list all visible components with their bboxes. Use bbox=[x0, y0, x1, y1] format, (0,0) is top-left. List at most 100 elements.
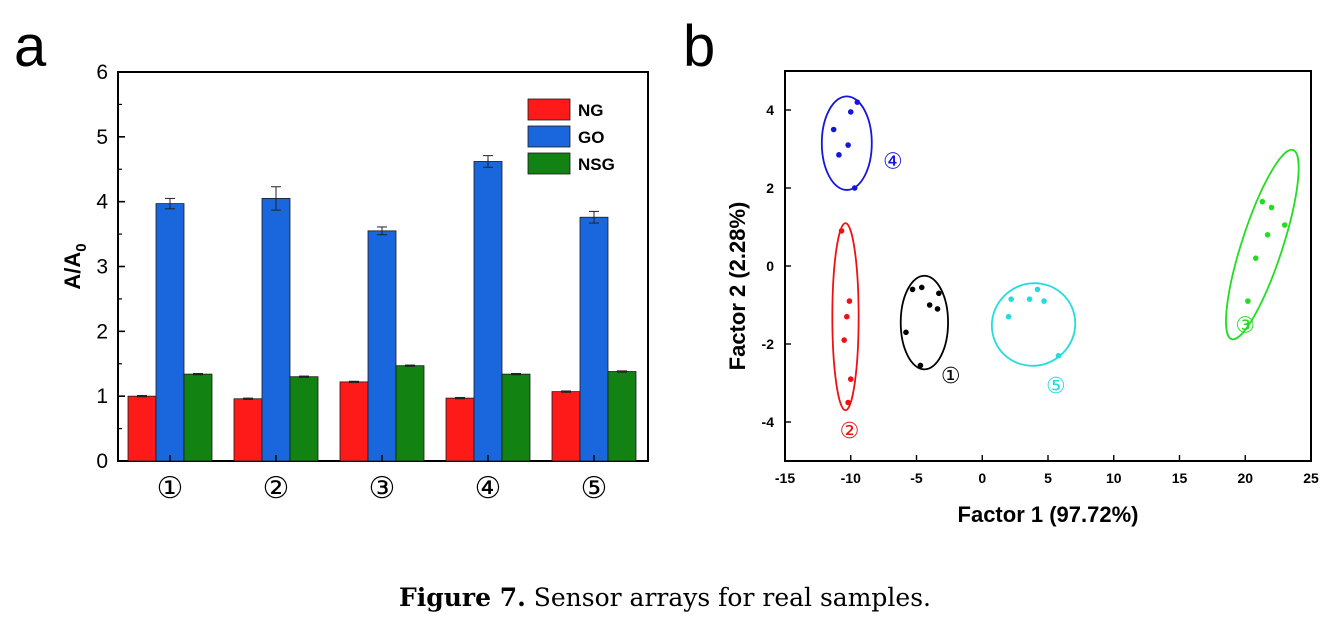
data-point bbox=[1259, 198, 1266, 205]
x-category-label: ② bbox=[263, 471, 290, 506]
bar-nsg bbox=[395, 365, 425, 462]
y-tick-label: 2 bbox=[96, 320, 108, 343]
bar-ng bbox=[339, 381, 369, 462]
bar-nsg bbox=[183, 373, 213, 462]
bar-ng bbox=[233, 398, 263, 462]
data-point bbox=[851, 185, 858, 191]
data-point bbox=[909, 286, 916, 293]
y-tick-label: 6 bbox=[96, 61, 108, 84]
y-tick-label: 4 bbox=[766, 102, 774, 118]
data-point bbox=[847, 376, 854, 382]
data-point bbox=[903, 329, 909, 336]
cluster-label: ④ bbox=[883, 150, 903, 175]
y-tick-label: 3 bbox=[96, 256, 108, 279]
y-tick-label: 0 bbox=[766, 258, 774, 274]
data-point bbox=[1055, 352, 1062, 359]
data-point bbox=[838, 228, 845, 234]
y-axis-label: A/A0 bbox=[60, 243, 90, 289]
bar-ng bbox=[445, 397, 475, 462]
data-point bbox=[847, 109, 854, 115]
caption-text: Sensor arrays for real samples. bbox=[525, 583, 931, 612]
bar-ng bbox=[551, 391, 581, 462]
data-point bbox=[934, 306, 941, 312]
legend-label-go: GO bbox=[578, 128, 604, 147]
data-point bbox=[845, 142, 851, 148]
data-point bbox=[936, 290, 942, 297]
bar-chart: 0 1 2 3 4 5 6 A/A0 ① ② ③ ④ ⑤ NG GO NSG bbox=[60, 61, 649, 506]
y-tick-label: -4 bbox=[762, 414, 775, 430]
data-point bbox=[918, 284, 925, 291]
legend-label-ng: NG bbox=[578, 101, 604, 120]
y-tick-label: 4 bbox=[96, 191, 108, 214]
cluster-label: ③ bbox=[1235, 314, 1255, 339]
data-point bbox=[836, 152, 842, 158]
y-tick-label: 1 bbox=[96, 385, 108, 408]
data-point bbox=[917, 362, 924, 369]
scatter-chart: -15 -10 -5 0 5 10 15 20 25 -4 -2 0 2 4 Factor 1 (97.72… bbox=[725, 70, 1319, 527]
bar-go bbox=[579, 216, 609, 462]
x-tick-label: 10 bbox=[1106, 470, 1122, 486]
legend-swatch-nsg bbox=[527, 152, 571, 175]
cluster-ellipse bbox=[1225, 148, 1300, 341]
data-point bbox=[1245, 298, 1251, 304]
caption-label: Figure 7. bbox=[399, 583, 526, 612]
cluster-ellipse bbox=[831, 222, 860, 412]
legend-label-nsg: NSG bbox=[578, 155, 615, 174]
x-tick-label: 20 bbox=[1237, 470, 1253, 486]
bar-ng bbox=[127, 395, 157, 462]
cluster-label: ① bbox=[941, 364, 961, 389]
data-point bbox=[830, 126, 837, 133]
panel-letter-a: a bbox=[14, 14, 47, 79]
data-point bbox=[1026, 296, 1033, 302]
x-category-label: ③ bbox=[369, 471, 396, 506]
x-axis-label: Factor 1 (97.72%) bbox=[958, 502, 1139, 527]
x-tick-label: -15 bbox=[775, 470, 795, 486]
bar-go bbox=[473, 161, 503, 462]
y-tick-label: -2 bbox=[762, 336, 775, 352]
x-category-label: ④ bbox=[475, 471, 502, 506]
y-axis-label: Factor 2 (2.28%) bbox=[725, 202, 750, 371]
x-tick-label: 5 bbox=[1044, 470, 1052, 486]
cluster-label: ② bbox=[840, 419, 860, 444]
cluster-ellipse bbox=[820, 95, 873, 191]
bar-nsg bbox=[501, 373, 531, 462]
x-tick-label: -10 bbox=[841, 470, 861, 486]
y-tick-label: 5 bbox=[96, 126, 108, 149]
y-tick-label: 0 bbox=[96, 450, 108, 473]
legend-swatch-go bbox=[527, 125, 571, 148]
bar-nsg bbox=[607, 371, 637, 462]
x-tick-label: 0 bbox=[978, 470, 986, 486]
data-point bbox=[844, 313, 850, 320]
data-point bbox=[1041, 298, 1047, 304]
figure-caption: Figure 7. Sensor arrays for real samples… bbox=[0, 583, 1330, 612]
y-axis-label-subscript: 0 bbox=[73, 243, 90, 251]
data-point bbox=[1281, 222, 1288, 228]
bar-go bbox=[155, 203, 185, 462]
data-point bbox=[1252, 255, 1259, 261]
data-point bbox=[854, 99, 861, 105]
bar-go bbox=[367, 230, 397, 462]
data-point bbox=[1264, 232, 1271, 238]
x-category-label: ① bbox=[157, 471, 184, 506]
data-point bbox=[926, 302, 933, 308]
cluster-ellipse bbox=[899, 274, 949, 371]
data-point bbox=[1005, 313, 1012, 320]
bar-nsg bbox=[289, 376, 319, 462]
x-tick-label: -5 bbox=[910, 470, 923, 486]
data-point bbox=[1268, 204, 1275, 211]
cluster-ellipse bbox=[990, 282, 1077, 367]
x-tick-label: 25 bbox=[1303, 470, 1319, 486]
x-tick-label: 15 bbox=[1172, 470, 1188, 486]
data-point bbox=[1008, 296, 1014, 302]
plot-frame bbox=[784, 70, 1312, 462]
cluster-label: ⑤ bbox=[1046, 374, 1066, 399]
legend-swatch-ng bbox=[527, 98, 571, 121]
panel-letter-b: b bbox=[683, 14, 715, 79]
data-point bbox=[841, 337, 847, 343]
x-category-label: ⑤ bbox=[581, 471, 608, 506]
y-tick-label: 2 bbox=[766, 180, 774, 196]
bar-go bbox=[261, 198, 291, 462]
data-point bbox=[845, 399, 851, 406]
data-point bbox=[846, 298, 853, 304]
